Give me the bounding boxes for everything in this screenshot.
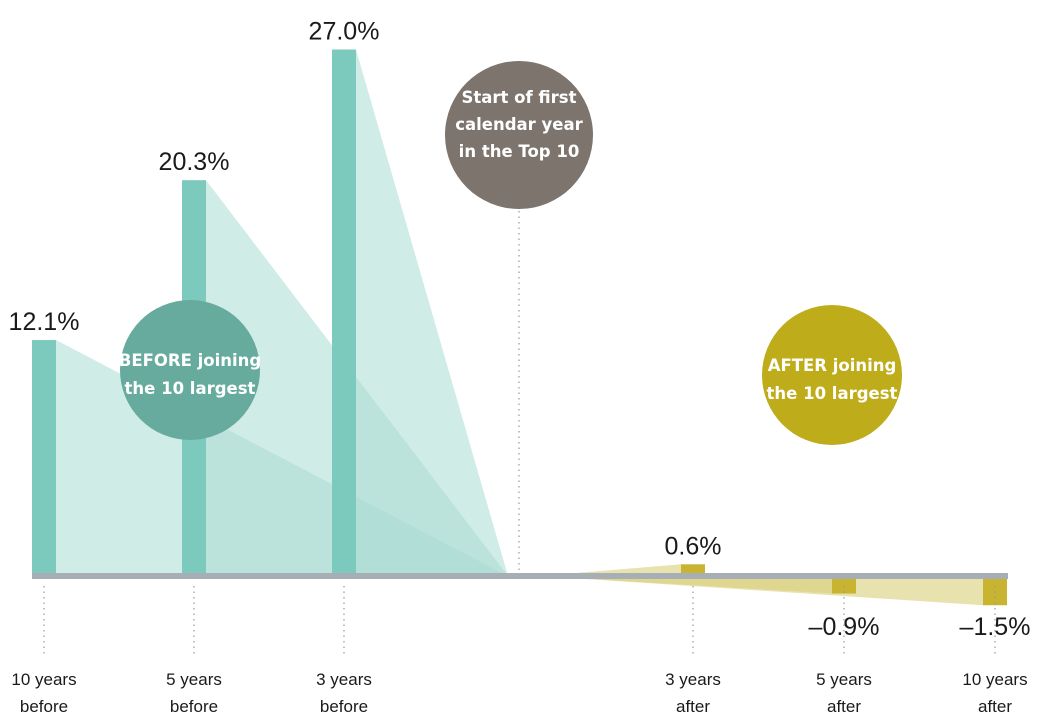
- label-layer: Start of first calendar year in the Top 10…: [9, 18, 1031, 717]
- after-annotation-circle: [762, 305, 902, 445]
- center-annotation-text-0: Start of first: [461, 88, 576, 107]
- baseline-axis: [32, 573, 1008, 579]
- value-label-5: –1.5%: [960, 613, 1031, 641]
- fan-5: [540, 576, 983, 606]
- tick-layer: [32, 573, 1008, 655]
- value-label-1: 20.3%: [159, 148, 230, 176]
- circle-layer: [120, 61, 902, 445]
- tick-label-3-line2: after: [676, 697, 710, 716]
- before-annotation-text-0: BEFORE joining: [119, 351, 261, 370]
- tick-label-2-line1: 3 years: [316, 670, 372, 689]
- fan-layer: [56, 49, 983, 606]
- tick-label-1-line1: 5 years: [166, 670, 222, 689]
- before-annotation-text-1: the 10 largest: [125, 379, 256, 398]
- before-annotation-circle: [120, 300, 260, 440]
- tick-label-3-line1: 3 years: [665, 670, 721, 689]
- tick-label-4-line2: after: [827, 697, 861, 716]
- after-annotation-text-1: the 10 largest: [767, 384, 898, 403]
- center-annotation-circle: [445, 61, 593, 209]
- center-annotation-text-2: in the Top 10: [459, 142, 580, 161]
- value-label-4: –0.9%: [809, 613, 880, 641]
- fan-2: [356, 49, 508, 576]
- bar-2: [332, 49, 356, 576]
- tick-label-1-line2: before: [170, 697, 218, 716]
- tick-label-0-line1: 10 years: [11, 670, 76, 689]
- tick-label-5-line2: after: [978, 697, 1012, 716]
- value-label-3: 0.6%: [665, 532, 722, 560]
- after-annotation-text-0: AFTER joining: [768, 356, 897, 375]
- bar-0: [32, 340, 56, 576]
- bar-4: [832, 576, 856, 594]
- tick-label-2-line2: before: [320, 697, 368, 716]
- tick-label-4-line1: 5 years: [816, 670, 872, 689]
- tick-label-5-line1: 10 years: [962, 670, 1027, 689]
- bar-5: [983, 576, 1007, 606]
- value-label-2: 27.0%: [309, 18, 380, 46]
- tick-label-0-line2: before: [20, 697, 68, 716]
- value-label-0: 12.1%: [9, 308, 80, 336]
- center-annotation-text-1: calendar year: [455, 115, 583, 134]
- bar-3: [681, 564, 705, 576]
